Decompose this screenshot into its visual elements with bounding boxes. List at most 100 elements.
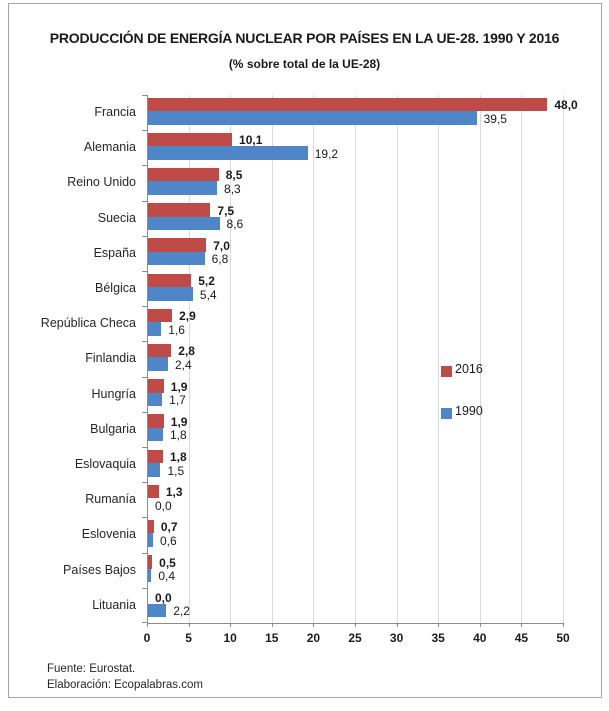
category-axis-tick [142, 553, 148, 554]
value-label-2016: 48,0 [554, 98, 578, 112]
value-label-1990: 5,4 [199, 287, 217, 302]
value-label-2016: 2,8 [178, 344, 195, 359]
elaboration-note: Elaboración: Ecopalabras.com [47, 679, 203, 691]
gridline [271, 95, 273, 623]
gridline [396, 95, 398, 623]
chart-subtitle: (% sobre total de la UE-28) [228, 57, 381, 71]
x-axis-tick-label: 15 [265, 631, 279, 645]
bar-1990 [148, 216, 220, 231]
source-note: Fuente: Eurostat. [47, 663, 136, 675]
bar-group-2: 10,1 19,2 [148, 130, 564, 165]
category-label: República Checa [40, 316, 136, 331]
x-axis-tick-label: 0 [143, 631, 151, 645]
value-label-1990: 1,8 [169, 428, 187, 443]
category-label: Lituania [92, 597, 136, 612]
bar-group-14: 0,5 0,4 [148, 553, 564, 588]
value-label-2016: 0,5 [159, 555, 176, 570]
value-label-1990: 0,0 [155, 498, 172, 513]
bar-1990 [148, 463, 161, 477]
gridline [230, 95, 232, 623]
category-label: Bélgica [95, 281, 136, 295]
value-label-1990: 39,5 [483, 111, 507, 126]
bar-1990 [148, 322, 162, 336]
bar-2016 [148, 238, 207, 252]
x-axis-tick-label: 25 [348, 631, 362, 645]
bar-2016 [148, 555, 153, 569]
bar-2016 [148, 203, 211, 217]
category-label: España [93, 245, 136, 260]
x-axis-tick [396, 623, 398, 627]
bar-1990 [148, 357, 168, 371]
category-label: Eslovenia [81, 527, 136, 542]
legend-entry-1990: 1990 [441, 405, 483, 419]
x-axis-tick [271, 623, 273, 627]
bar-2016 [148, 167, 219, 182]
value-label-1990: 2,4 [174, 357, 192, 372]
gridline [521, 95, 523, 623]
bar-group-5: 7,0 6,8 [148, 236, 564, 271]
x-axis-tick-label: 20 [306, 631, 321, 645]
value-label-1990: 1,5 [167, 463, 185, 478]
x-axis-tick [521, 623, 523, 627]
category-axis-tick [142, 412, 148, 413]
value-label-1990: 8,6 [226, 217, 244, 232]
bar-group-1: 48,0 39,5 [148, 95, 578, 130]
category-label: Francia [94, 105, 136, 119]
bar-1990 [148, 251, 205, 266]
bar-1990 [148, 427, 163, 442]
category-label: Países Bajos [63, 562, 136, 577]
chart-title: PRODUCCIÓN DE ENERGÍA NUCLEAR POR PAÍSES… [49, 30, 560, 46]
legend-entry-2016: 2016 [441, 363, 483, 377]
x-axis-tick [438, 623, 440, 627]
category-axis-tick [142, 447, 148, 448]
gridline [563, 95, 564, 623]
gridline [313, 95, 315, 623]
category-label: Eslovaquia [74, 457, 136, 471]
value-label-1990: 6,8 [211, 252, 229, 267]
x-axis-tick-label: 40 [473, 631, 487, 645]
x-axis-tick-label: 30 [389, 631, 404, 645]
bar-group-3: 8,5 8,3 [148, 165, 564, 200]
value-label-1990: 19,2 [314, 146, 339, 161]
bar-2016 [148, 132, 233, 147]
bar-group-7: 2,9 1,6 [148, 306, 564, 341]
category-axis-tick [142, 588, 148, 589]
value-label-1990: 0,4 [158, 569, 175, 584]
bar-1990 [148, 533, 153, 547]
x-axis-tick-label: 35 [431, 631, 445, 645]
category-label: Rumanía [85, 492, 136, 507]
category-label: Reino Unido [67, 175, 136, 190]
plot-area: 48,0 39,5 10,1 19,2 8,5 8,3 7,5 8,6 7,0 6,8 5,2 5,4… [142, 95, 578, 627]
value-label-2016: 1,9 [170, 379, 188, 394]
x-axis-tick [355, 623, 356, 627]
category-axis-tick [142, 130, 148, 131]
category-label: Bulgaria [90, 421, 136, 436]
bar-2016 [148, 379, 164, 393]
bar-2016 [148, 449, 163, 463]
value-label-1990: 0,6 [159, 533, 177, 548]
legend-swatch-2016 [441, 366, 452, 377]
x-axis-tick [563, 623, 564, 627]
x-axis-tick-label: 5 [185, 631, 192, 645]
bar-1990 [148, 568, 152, 583]
category-axis-tick [142, 95, 148, 96]
bar-group-6: 5,2 5,4 [148, 271, 564, 306]
x-axis-tick-label: 50 [556, 631, 570, 645]
bar-group-4: 7,5 8,6 [148, 201, 564, 236]
bar-group-8: 2,8 2,4 [148, 341, 564, 376]
legend-label-2016: 2016 [455, 362, 483, 376]
bar-1990 [148, 181, 218, 195]
bar-2016 [148, 519, 154, 534]
category-label: Suecia [97, 210, 136, 225]
gridline [438, 95, 440, 623]
value-label-1990: 1,6 [168, 322, 185, 337]
bar-group-11: 1,8 1,5 [148, 447, 564, 482]
bar-group-15: 0,0 2,2 [148, 588, 564, 623]
value-label-2016: 8,5 [225, 168, 243, 183]
value-label-2016: 1,9 [170, 414, 188, 429]
x-axis-tick-label: 10 [223, 631, 237, 645]
x-axis-tick [230, 623, 232, 627]
value-label-1990: 2,2 [173, 604, 190, 619]
x-axis-tick [188, 623, 190, 627]
value-label-1990: 8,3 [224, 181, 241, 196]
